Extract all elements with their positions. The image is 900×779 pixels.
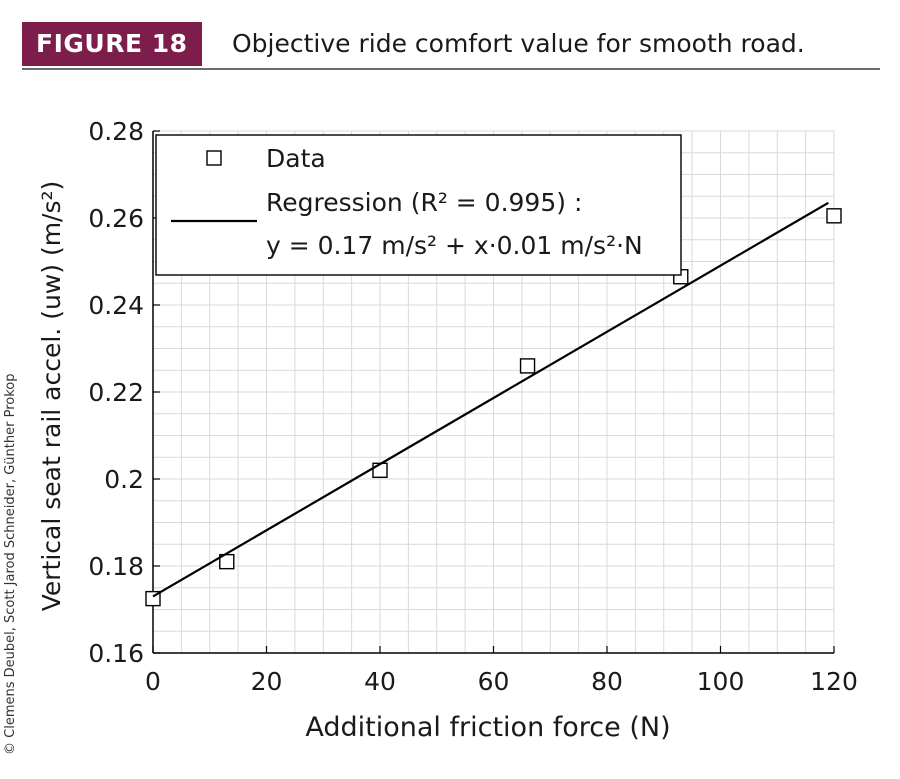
y-tick-label: 0.2 — [104, 465, 144, 494]
data-point — [372, 462, 388, 478]
x-tick-label: 60 — [478, 667, 510, 696]
y-tick-label: 0.22 — [88, 378, 144, 407]
figure-caption: Objective ride comfort value for smooth … — [232, 29, 805, 58]
legend-box — [155, 134, 682, 276]
y-tick-label: 0.16 — [88, 639, 144, 668]
axes: 0 20 40 60 80 100 120 0.16 0.18 0.2 0.22 0.24 0.26 0.… — [88, 117, 858, 696]
image-credit: © Clemens Deubel, Scott Jarod Schneider,… — [3, 373, 18, 755]
legend: Data Regression (R² = 0.995) : y = 0.17 m/… — [155, 134, 682, 276]
y-tick-label: 0.26 — [88, 204, 144, 233]
x-tick-label: 100 — [697, 667, 745, 696]
data-point — [519, 358, 536, 374]
y-axis-label: Vertical seat rail accel. (uw) (m/s²) — [37, 181, 66, 612]
figure-badge: FIGURE 18 — [22, 22, 202, 66]
scatter-chart: 0 20 40 60 80 100 120 0.16 0.18 0.2 0.22 0.24 0.26 0.… — [37, 117, 858, 743]
x-tick-label: 40 — [364, 667, 396, 696]
figure-header: FIGURE 18 Objective ride comfort value f… — [22, 22, 880, 70]
x-tick-label: 80 — [591, 667, 623, 696]
data-point — [826, 208, 842, 224]
x-axis-label: Additional friction force (N) — [305, 712, 670, 743]
legend-label-regression: Regression (R² = 0.995) : — [266, 188, 582, 217]
x-tick-label: 0 — [145, 667, 161, 696]
x-tick-label: 120 — [810, 667, 858, 696]
legend-marker-square — [206, 150, 222, 166]
y-tick-label: 0.24 — [88, 291, 144, 320]
x-tick-label: 20 — [251, 667, 283, 696]
regression-line — [152, 201, 829, 598]
y-tick-label: 0.28 — [88, 117, 144, 146]
legend-label-equation: y = 0.17 m/s² + x·0.01 m/s²·N — [266, 231, 643, 260]
chart-container: 0 20 40 60 80 100 120 0.16 0.18 0.2 0.22 0.24 0.26 0.… — [26, 104, 874, 752]
y-tick-label: 0.18 — [88, 552, 144, 581]
legend-label-data: Data — [266, 144, 326, 173]
